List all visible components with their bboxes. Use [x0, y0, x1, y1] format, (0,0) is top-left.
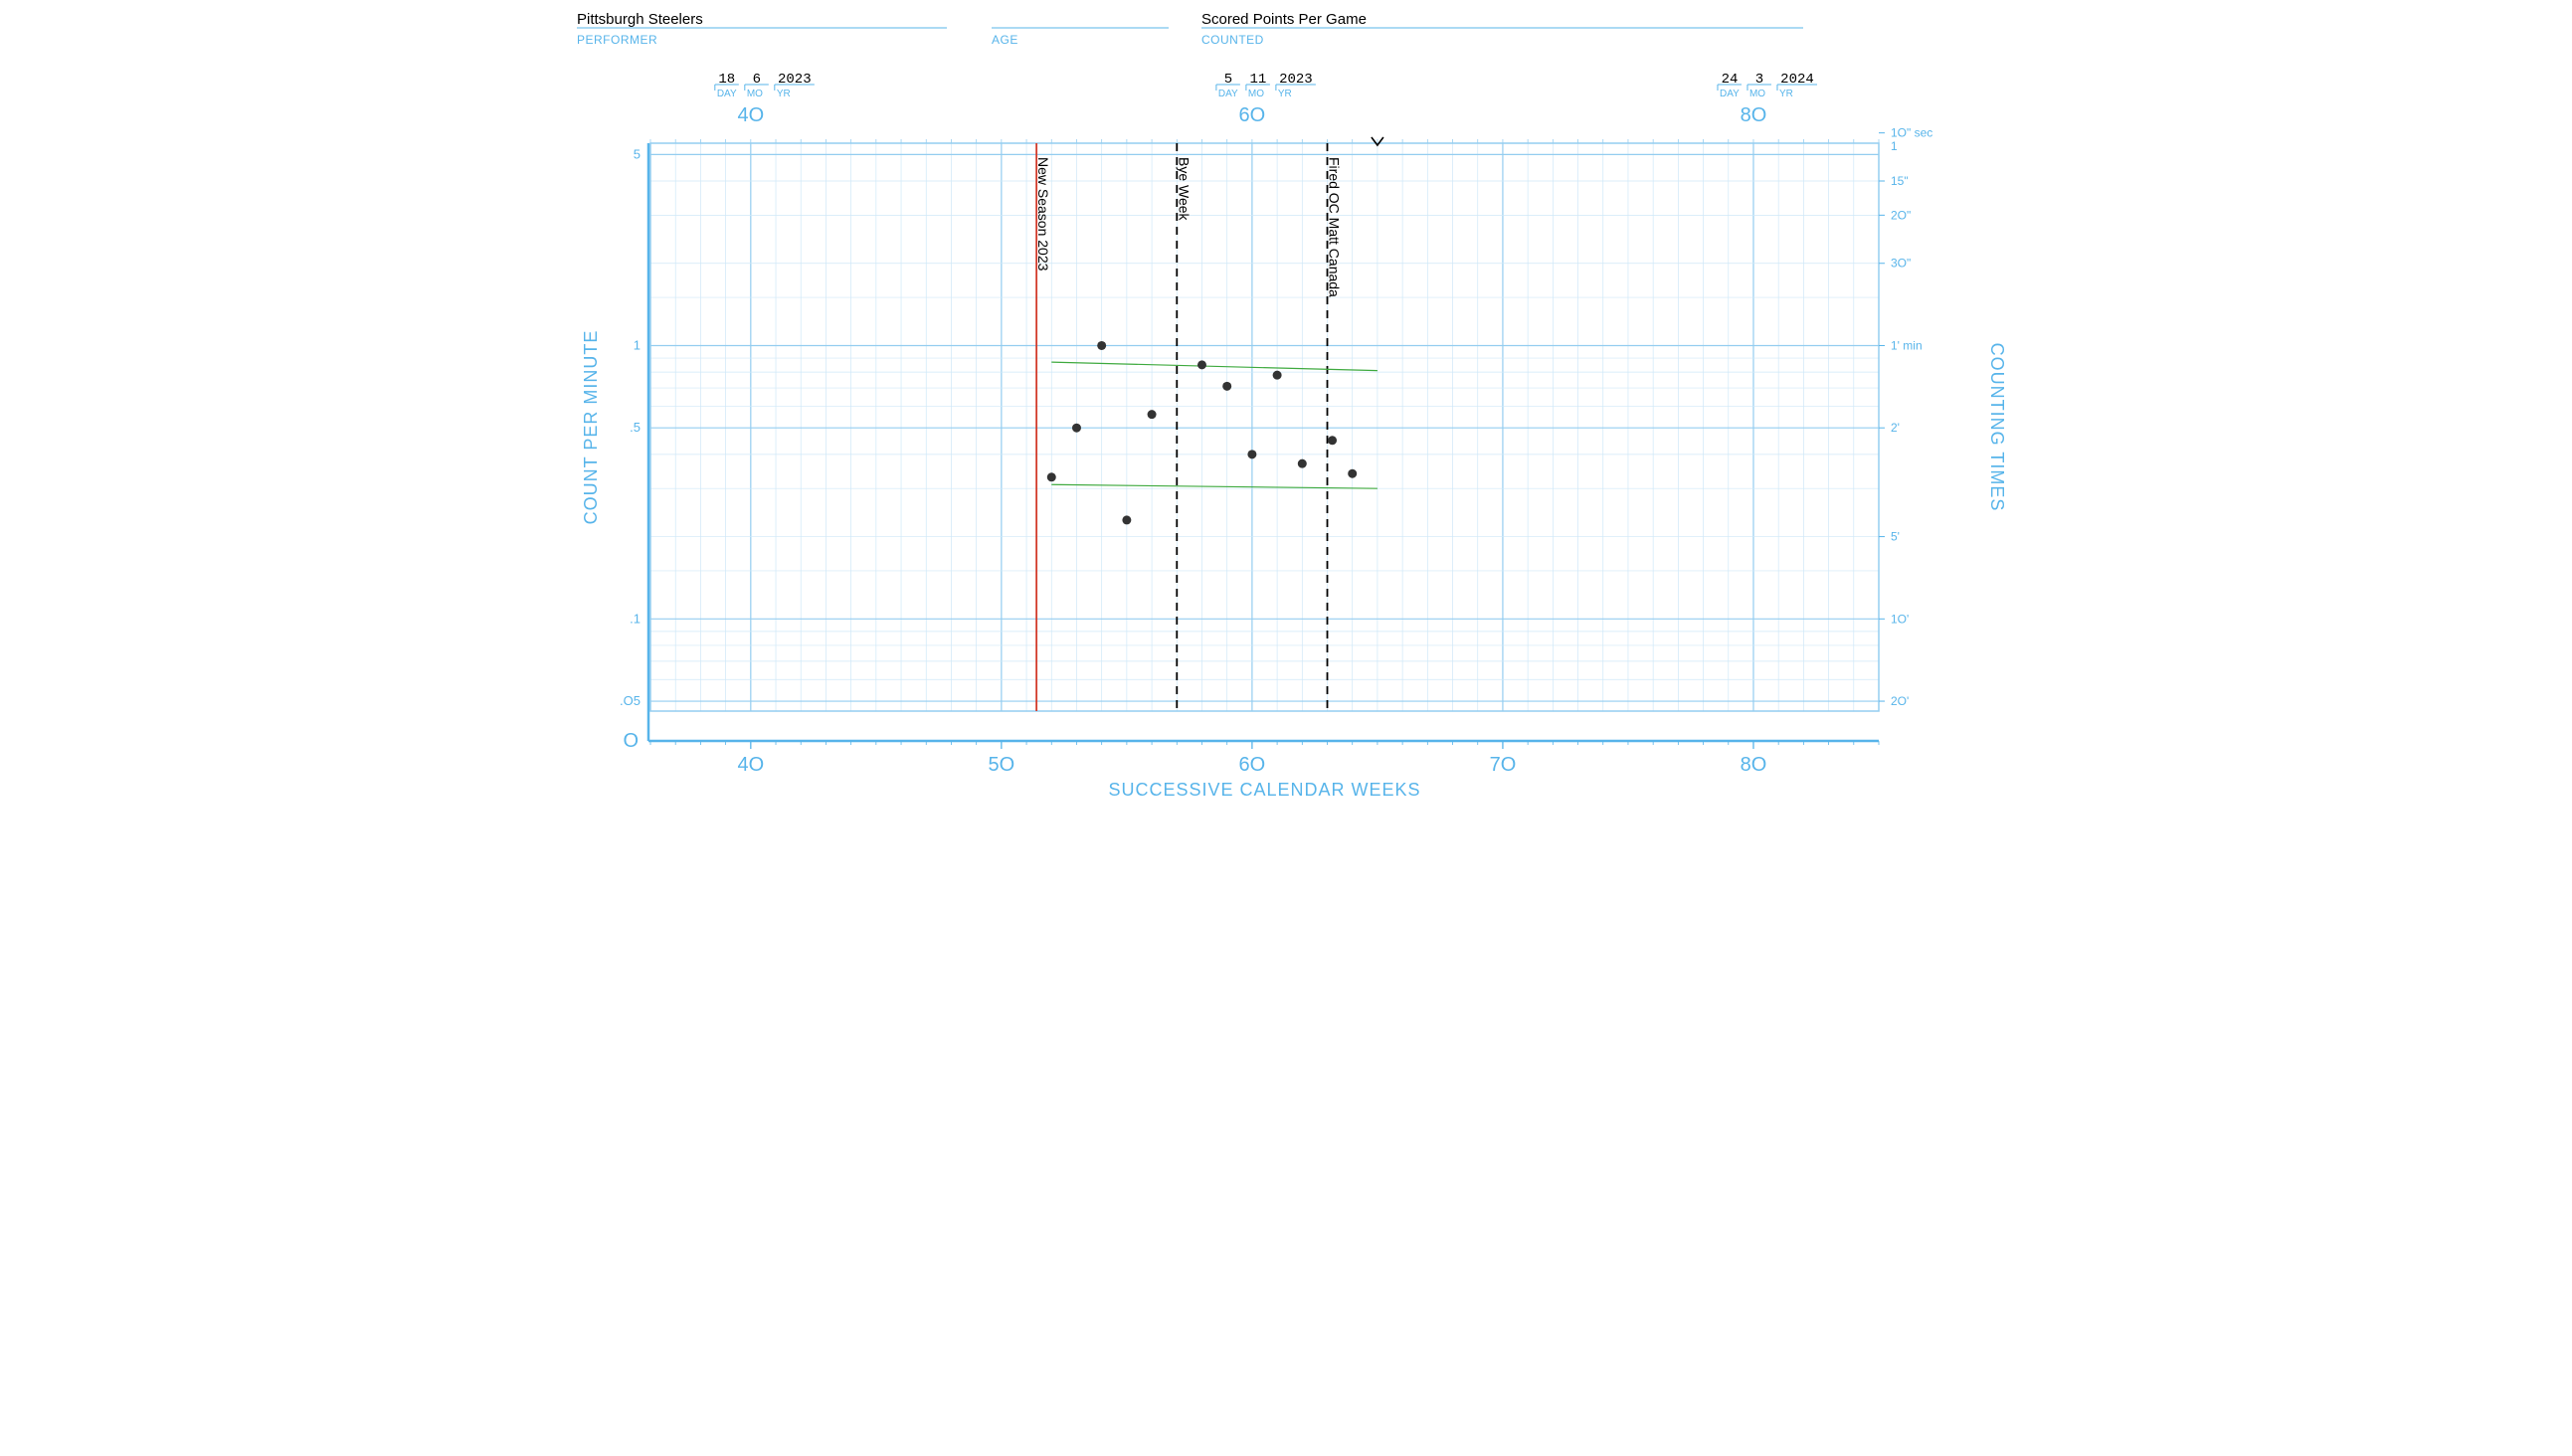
top-week-label: 6O — [1239, 104, 1266, 126]
header-label-0: PERFORMER — [577, 33, 657, 47]
top-date-label: YR — [1278, 89, 1292, 99]
y-right-tick: 1O' — [1891, 612, 1909, 626]
data-point — [1222, 382, 1231, 391]
data-point — [1247, 450, 1256, 458]
top-date-label: MO — [1248, 89, 1264, 99]
top-date-label: MO — [1749, 89, 1765, 99]
y-right-title: COUNTING TIMES — [1987, 343, 2007, 512]
x-axis-title: SUCCESSIVE CALENDAR WEEKS — [1108, 780, 1420, 800]
top-date-label: YR — [777, 89, 791, 99]
y-left-title: COUNT PER MINUTE — [581, 330, 601, 525]
data-point — [1047, 472, 1056, 481]
top-date-label: DAY — [1720, 89, 1740, 99]
x-bottom-label: 7O — [1490, 754, 1517, 776]
y-right-tick: 2O' — [1891, 694, 1909, 708]
header-label-1: AGE — [992, 33, 1018, 47]
data-point — [1197, 360, 1206, 369]
y-left-tick: .1 — [630, 611, 641, 626]
top-week-label: 8O — [1741, 104, 1767, 126]
data-point — [1122, 515, 1131, 524]
data-point — [1148, 410, 1157, 419]
y-right-tick: 1' min — [1891, 338, 1923, 352]
top-date-label: YR — [1779, 89, 1793, 99]
header-label-2: COUNTED — [1201, 33, 1264, 47]
data-point — [1097, 341, 1106, 350]
phase-label: Bye Week — [1176, 157, 1192, 222]
x-bottom-label: 5O — [989, 754, 1015, 776]
y-right-tick: 5' — [1891, 530, 1900, 544]
top-date-value: 2023 — [1279, 72, 1313, 88]
data-point — [1072, 424, 1081, 433]
x-bottom-label: 4O — [737, 754, 764, 776]
data-point — [1273, 371, 1282, 380]
top-date-label: MO — [747, 89, 763, 99]
data-point — [1328, 436, 1337, 445]
data-point — [1298, 459, 1307, 468]
data-point — [1348, 469, 1357, 478]
chart-bg — [559, 0, 2013, 823]
top-date-value: 2023 — [778, 72, 812, 88]
celeration-chart: Pittsburgh Steelers PERFORMER AGE Scored Po… — [559, 0, 2013, 823]
y-left-tick: .5 — [630, 420, 641, 435]
y-right-tick: 3O" — [1891, 257, 1911, 271]
top-date-value: 18 — [718, 72, 735, 88]
y-left-tick: 5 — [634, 146, 641, 161]
header-value-2: Scored Points Per Game — [1201, 11, 1367, 28]
y-right-tick: 15" — [1891, 174, 1909, 188]
top-date-label: DAY — [717, 89, 737, 99]
top-date-value: 11 — [1249, 72, 1266, 88]
y-left-tick: .O5 — [620, 693, 641, 708]
y-right-tick: 2O" — [1891, 208, 1911, 222]
top-week-label: 4O — [737, 104, 764, 126]
phase-label: New Season 2023 — [1035, 157, 1051, 272]
top-date-value: 6 — [753, 72, 761, 88]
y-right-top-label: 1 — [1891, 139, 1898, 153]
x-bottom-label: 6O — [1239, 754, 1266, 776]
y-zero-label: O — [623, 730, 639, 752]
y-right-tick: 1O" sec — [1891, 126, 1932, 140]
x-bottom-label: 8O — [1741, 754, 1767, 776]
top-date-value: 24 — [1722, 72, 1739, 88]
top-date-label: DAY — [1218, 89, 1238, 99]
top-date-value: 2024 — [1780, 72, 1814, 88]
top-date-value: 5 — [1224, 72, 1232, 88]
header-value-0: Pittsburgh Steelers — [577, 11, 703, 28]
chart-svg: Pittsburgh Steelers PERFORMER AGE Scored Po… — [559, 0, 2013, 823]
y-left-tick: 1 — [634, 337, 641, 352]
y-right-tick: 2' — [1891, 421, 1900, 435]
top-date-value: 3 — [1755, 72, 1763, 88]
phase-label: Fired OC Matt Canada — [1327, 157, 1343, 297]
